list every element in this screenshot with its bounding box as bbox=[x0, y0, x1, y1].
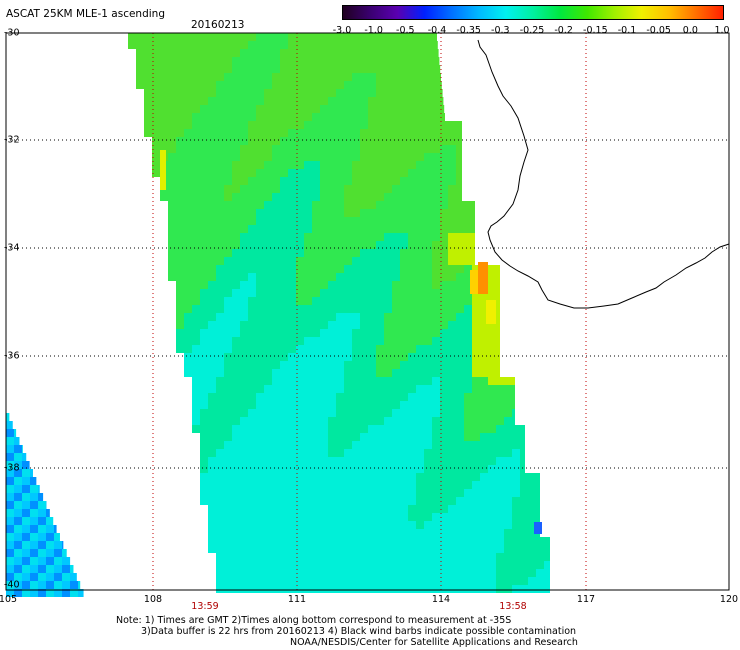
footnote-line: Note: 1) Times are GMT 2)Times along bot… bbox=[116, 615, 512, 626]
lon-label: 105 bbox=[0, 594, 18, 605]
lon-label: 114 bbox=[431, 594, 451, 605]
map-title: ASCAT 25KM MLE-1 ascending bbox=[6, 8, 165, 20]
lat-lon-gridlines bbox=[6, 33, 729, 590]
color-scale-tick-label: -0.25 bbox=[519, 25, 545, 36]
color-scale-tick-label: -0.15 bbox=[583, 25, 608, 36]
lat-label: -30 bbox=[4, 27, 20, 39]
color-scale-tick-label: -0.4 bbox=[427, 25, 447, 36]
color-scale-bar bbox=[342, 5, 724, 20]
color-scale-tick-label: -3.0 bbox=[332, 25, 352, 36]
lat-label: -34 bbox=[4, 242, 20, 254]
lon-label: 120 bbox=[719, 594, 739, 605]
lat-label: -40 bbox=[4, 579, 20, 591]
lat-label: -32 bbox=[4, 134, 20, 146]
swath-time-label: 13:58 bbox=[499, 601, 527, 612]
lon-label: 108 bbox=[143, 594, 163, 605]
lon-label: 111 bbox=[287, 594, 307, 605]
color-scale-tick-label: -0.35 bbox=[456, 25, 481, 36]
color-scale-tick-label: -0.1 bbox=[617, 25, 637, 36]
color-scale-tick-label: -1.0 bbox=[364, 25, 383, 36]
lat-label: -36 bbox=[4, 350, 20, 362]
main-swath bbox=[128, 33, 550, 593]
lat-label: -38 bbox=[4, 462, 20, 474]
footnote-line: NOAA/NESDIS/Center for Satellite Applica… bbox=[290, 637, 578, 648]
color-scale-tick-label: -0.5 bbox=[396, 25, 415, 36]
swath-time-label: 13:59 bbox=[191, 601, 219, 612]
footnote-line: 3)Data buffer is 22 hrs from 20160213 4)… bbox=[141, 626, 577, 637]
map-date: 20160213 bbox=[191, 19, 245, 31]
coastline bbox=[477, 39, 730, 309]
color-scale-tick-label: -0.3 bbox=[491, 25, 510, 36]
lon-label: 117 bbox=[576, 594, 596, 605]
left-swath-edge bbox=[6, 413, 84, 597]
map-frame bbox=[5, 32, 730, 591]
color-scale-tick-label: -0.05 bbox=[646, 25, 671, 36]
color-scale-tick-label: -0.2 bbox=[554, 25, 573, 36]
color-scale-tick-label: 1.0 bbox=[714, 25, 730, 36]
color-scale-tick-label: 0.0 bbox=[682, 25, 698, 36]
